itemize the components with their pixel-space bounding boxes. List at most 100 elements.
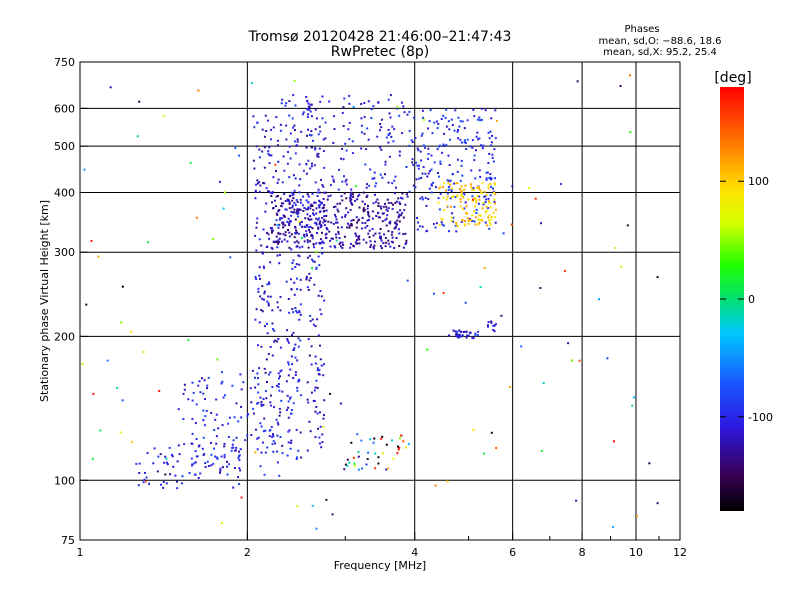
data-point (198, 444, 201, 447)
data-point (473, 115, 476, 118)
data-point (276, 144, 279, 147)
data-point (475, 135, 478, 138)
data-point (278, 474, 281, 477)
data-point (278, 237, 281, 240)
data-point (321, 117, 324, 120)
data-point (470, 219, 473, 222)
data-point (376, 135, 379, 138)
data-point (360, 147, 363, 150)
data-point (259, 295, 262, 298)
data-point (391, 231, 394, 233)
data-point (264, 210, 267, 213)
data-point (466, 334, 469, 337)
data-point (297, 345, 300, 348)
data-point (435, 186, 437, 189)
data-point (298, 379, 301, 382)
data-point (268, 237, 270, 240)
data-point (275, 235, 278, 238)
data-point (494, 323, 497, 326)
data-point (422, 166, 425, 169)
data-point (460, 191, 463, 194)
data-point (293, 79, 296, 82)
data-point (493, 148, 496, 151)
data-point (289, 132, 292, 135)
data-point (335, 239, 338, 242)
data-point (575, 499, 578, 502)
data-point (223, 453, 226, 456)
data-point (479, 189, 482, 192)
data-point (304, 217, 307, 220)
data-point (278, 407, 281, 410)
data-point (283, 215, 286, 217)
data-point (344, 214, 347, 216)
data-point (285, 280, 288, 283)
data-point (347, 211, 350, 214)
data-point (258, 190, 261, 193)
data-point (271, 227, 274, 230)
data-point (266, 332, 269, 335)
data-point (319, 220, 322, 223)
data-point (459, 179, 462, 182)
data-point (287, 430, 290, 433)
data-point (478, 214, 481, 217)
data-point (306, 398, 309, 401)
data-point (164, 455, 167, 458)
data-point (342, 125, 345, 127)
data-point (420, 134, 423, 137)
data-point (459, 187, 461, 190)
data-point (319, 358, 322, 361)
data-point (446, 195, 449, 198)
data-point (282, 233, 285, 236)
data-point (279, 217, 282, 220)
data-point (345, 197, 348, 200)
data-point (294, 374, 297, 376)
data-point (493, 183, 496, 186)
data-point (228, 463, 231, 466)
data-point (274, 199, 276, 202)
data-point (478, 221, 481, 224)
data-point (278, 218, 281, 221)
data-point (340, 226, 343, 229)
data-point (455, 222, 458, 224)
data-point (337, 226, 340, 229)
data-point (479, 218, 482, 221)
data-point (379, 146, 382, 149)
data-point (299, 339, 302, 342)
data-point (294, 218, 297, 221)
data-point (267, 233, 270, 236)
data-point (450, 118, 453, 121)
data-point (398, 232, 401, 235)
data-point (265, 246, 268, 248)
data-point (169, 473, 171, 476)
data-point (429, 109, 432, 112)
data-point (473, 188, 476, 191)
data-point (475, 149, 477, 152)
data-point (255, 249, 258, 252)
data-point (317, 334, 320, 337)
data-point (460, 159, 463, 162)
data-point (288, 176, 291, 179)
data-point (307, 195, 310, 198)
data-point (352, 195, 355, 198)
data-point (259, 396, 262, 399)
data-point (360, 131, 363, 134)
data-point (250, 82, 253, 85)
data-point (316, 153, 319, 156)
data-point (393, 227, 396, 230)
data-point (226, 473, 229, 476)
data-point (310, 134, 313, 137)
data-point (237, 420, 240, 423)
data-point (320, 201, 323, 204)
data-point (197, 89, 200, 92)
data-point (387, 128, 390, 131)
data-point (279, 123, 282, 126)
data-point (283, 238, 286, 241)
data-point (279, 375, 281, 378)
data-point (264, 429, 267, 432)
data-point (368, 229, 371, 232)
data-point (215, 442, 218, 445)
data-point (510, 223, 513, 226)
data-point (319, 100, 322, 103)
data-point (201, 377, 203, 380)
data-point (380, 148, 383, 151)
